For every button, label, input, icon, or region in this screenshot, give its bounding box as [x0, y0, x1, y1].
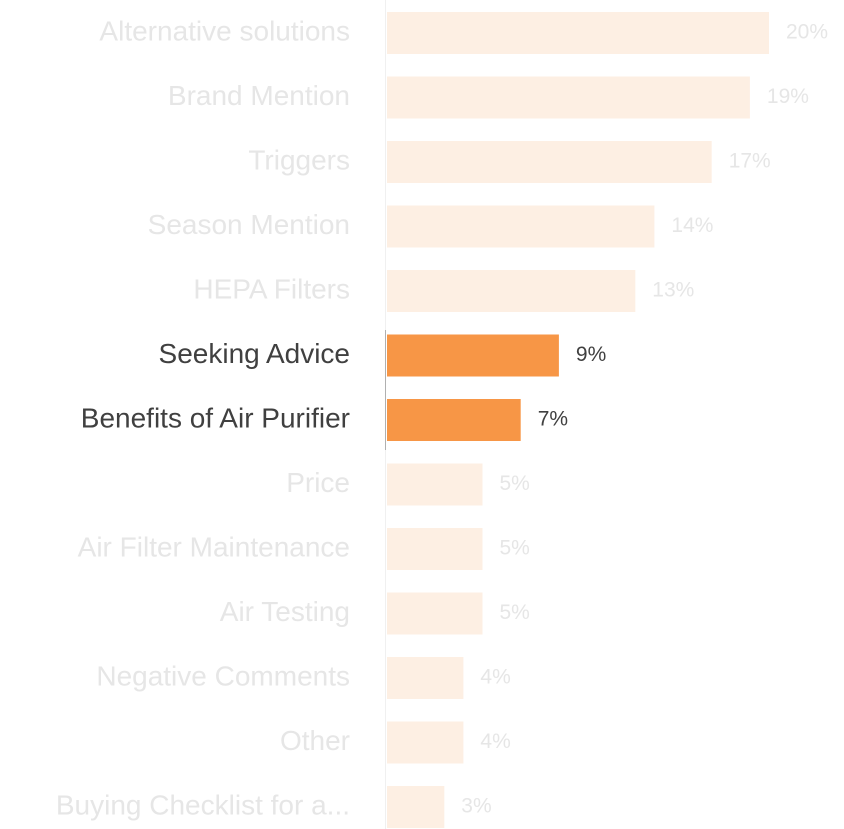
category-label: Alternative solutions: [99, 15, 350, 46]
category-label: Triggers: [248, 144, 350, 175]
value-label: 20%: [786, 21, 828, 44]
value-label: 4%: [480, 730, 510, 753]
value-label: 5%: [500, 472, 530, 495]
bar: [387, 334, 559, 377]
value-label: 4%: [480, 666, 510, 689]
bar: [387, 270, 636, 312]
category-label: HEPA Filters: [193, 273, 350, 304]
value-label: 19%: [767, 85, 809, 108]
value-label: 13%: [652, 279, 694, 302]
value-label: 7%: [538, 408, 568, 431]
bar: [387, 141, 712, 183]
category-label: Seeking Advice: [159, 338, 350, 369]
value-label: 17%: [729, 150, 771, 173]
category-label: Season Mention: [148, 209, 350, 240]
bar: [387, 657, 464, 699]
category-label: Buying Checklist for a...: [56, 789, 350, 820]
value-label: 5%: [500, 537, 530, 560]
category-label: Benefits of Air Purifier: [81, 402, 350, 433]
value-label: 3%: [461, 795, 491, 818]
bar: [387, 528, 483, 570]
bar: [387, 721, 464, 764]
category-label: Brand Mention: [168, 80, 350, 111]
bar: [387, 399, 521, 441]
category-label: Air Filter Maintenance: [78, 531, 350, 562]
bar: [387, 12, 769, 54]
bar: [387, 463, 483, 506]
category-label: Price: [286, 467, 350, 498]
bar: [387, 76, 750, 119]
value-label: 14%: [671, 214, 713, 237]
value-label: 5%: [500, 601, 530, 624]
bar: [387, 205, 655, 248]
category-label: Air Testing: [220, 596, 350, 627]
category-label: Negative Comments: [96, 660, 350, 691]
bar: [387, 786, 445, 828]
bar: [387, 592, 483, 635]
category-label: Other: [280, 725, 350, 756]
value-label: 9%: [576, 343, 606, 366]
